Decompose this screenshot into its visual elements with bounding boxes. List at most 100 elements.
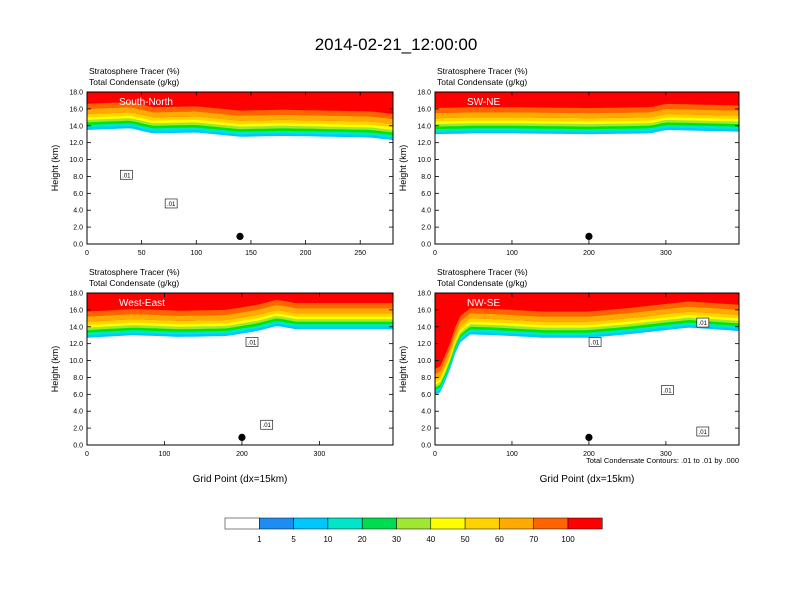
y-axis-label: Height (km) <box>398 346 408 393</box>
colorbar-label: 1 <box>257 535 262 544</box>
tracer-band-1 <box>87 107 393 125</box>
panel-label: SW-NE <box>467 97 500 108</box>
x-tick-label: 300 <box>660 250 672 257</box>
tracer-band-1 <box>435 306 739 380</box>
y-tick-label: 2.0 <box>421 426 431 433</box>
y-tick-label: 2.0 <box>421 225 431 232</box>
contour-footnote: Total Condensate Contours: .01 to .01 by… <box>586 456 739 465</box>
tracer-band-4 <box>87 316 393 333</box>
panel-label: South-North <box>119 97 173 108</box>
plot-area: .01 .01 .01 .01 <box>435 293 739 445</box>
plot-area <box>435 92 739 244</box>
plot-area: .01 .01 <box>87 293 393 445</box>
x-tick-label: 300 <box>314 451 326 458</box>
x-tick-label: 50 <box>138 250 146 257</box>
y-tick-label: 0.0 <box>73 443 83 450</box>
panel-header-line: Stratosphere Tracer (%) <box>89 267 180 277</box>
y-tick-label: 10.0 <box>417 358 431 365</box>
y-tick-label: 14.0 <box>69 123 83 130</box>
y-tick-label: 14.0 <box>69 324 83 331</box>
tracer-band-2 <box>87 310 393 327</box>
y-tick-label: 12.0 <box>69 140 83 147</box>
colorbar-label: 40 <box>426 535 435 544</box>
y-tick-label: 14.0 <box>417 123 431 130</box>
x-tick-label: 200 <box>583 451 595 458</box>
y-tick-label: 16.0 <box>417 307 431 314</box>
colorbar-label: 20 <box>358 535 367 544</box>
colorbar-cell <box>259 517 294 530</box>
tracer-band-0 <box>435 301 739 375</box>
x-tick-label: 200 <box>300 250 312 257</box>
panel-4: .01 .01 .01 .01 NW-SE Stratosphere Tracer (%)… <box>398 267 740 485</box>
y-axis-label: Height (km) <box>398 145 408 192</box>
contour-label: .01 <box>167 202 176 208</box>
contour-label: .01 <box>122 173 131 179</box>
x-tick-label: 200 <box>236 451 248 458</box>
x-axis-label: Grid Point (dx=15km) <box>540 474 635 485</box>
y-tick-label: 12.0 <box>417 140 431 147</box>
panel-label: NW-SE <box>467 298 500 309</box>
panel-header-line: Stratosphere Tracer (%) <box>89 66 180 76</box>
y-tick-label: 6.0 <box>421 392 431 399</box>
panel-header-line: Total Condensate (g/kg) <box>89 77 179 87</box>
panel-header-line: Total Condensate (g/kg) <box>89 278 179 288</box>
plot-border <box>434 91 740 245</box>
tracer-band-5 <box>87 318 393 336</box>
x-tick-label: 100 <box>159 451 171 458</box>
contour-label: .01 <box>248 340 257 346</box>
y-tick-label: 0.0 <box>73 242 83 249</box>
y-tick-label: 6.0 <box>73 392 83 399</box>
x-tick-label: 300 <box>660 451 672 458</box>
colorbar-cell <box>567 517 603 530</box>
x-tick-label: 150 <box>245 250 257 257</box>
location-marker <box>236 232 244 240</box>
y-tick-label: 18.0 <box>417 291 431 298</box>
x-tick-label: 200 <box>583 250 595 257</box>
panel-header-line: Stratosphere Tracer (%) <box>437 66 528 76</box>
y-tick-label: 4.0 <box>73 208 83 215</box>
y-tick-label: 18.0 <box>417 90 431 97</box>
y-tick-label: 2.0 <box>73 225 83 232</box>
panel-3: .01 .01 West-East Stratosphere Tracer (%)To… <box>50 267 394 485</box>
y-tick-label: 12.0 <box>69 341 83 348</box>
colorbar-cell <box>464 517 500 530</box>
y-axis-label: Height (km) <box>50 346 60 393</box>
plot-border <box>86 91 394 245</box>
panel-header-line: Stratosphere Tracer (%) <box>437 267 528 277</box>
below-tracer-fill <box>435 130 739 244</box>
contour-label-box <box>696 317 710 328</box>
colorbar-cell <box>327 517 363 530</box>
y-tick-label: 14.0 <box>417 324 431 331</box>
below-tracer-fill <box>435 327 739 445</box>
y-tick-label: 8.0 <box>73 174 83 181</box>
location-marker <box>238 433 246 441</box>
colorbar-cell <box>430 517 466 530</box>
y-tick-label: 18.0 <box>69 90 83 97</box>
colorbar-cell <box>396 517 432 530</box>
y-axis-label: Height (km) <box>50 145 60 192</box>
colorbar-cell <box>224 517 260 530</box>
y-tick-label: 10.0 <box>417 157 431 164</box>
y-tick-label: 0.0 <box>421 242 431 249</box>
x-tick-label: 0 <box>85 250 89 257</box>
contour-label: .01 <box>699 430 708 436</box>
y-tick-label: 16.0 <box>417 106 431 113</box>
tracer-band-6 <box>87 321 393 338</box>
tracer-band-7 <box>87 323 393 341</box>
contour-label-box <box>260 419 274 430</box>
colorbar-label: 50 <box>461 535 470 544</box>
tracer-band-0 <box>435 103 739 114</box>
y-tick-label: 12.0 <box>417 341 431 348</box>
contour-label: .01 <box>663 389 672 395</box>
tracer-band-3 <box>87 313 393 331</box>
y-tick-label: 4.0 <box>421 208 431 215</box>
colorbar-cell <box>499 517 534 530</box>
tracer-band-0 <box>87 300 393 317</box>
x-tick-label: 0 <box>433 451 437 458</box>
x-tick-label: 0 <box>433 250 437 257</box>
panel-header-line: Total Condensate (g/kg) <box>437 77 527 87</box>
contour-label-box <box>120 169 133 180</box>
contour-label-box <box>588 337 602 347</box>
y-tick-label: 16.0 <box>69 307 83 314</box>
